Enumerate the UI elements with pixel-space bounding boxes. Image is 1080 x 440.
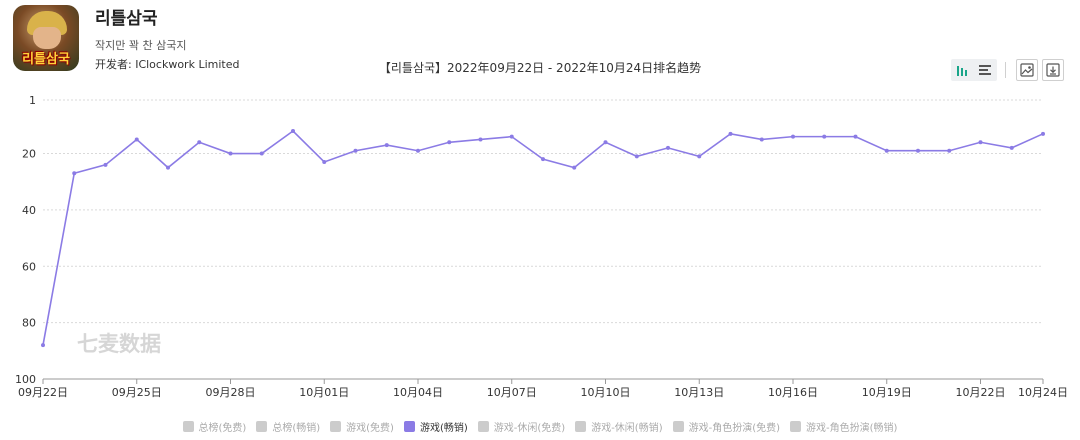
app-icon-logo-text: 리틀삼국 <box>22 52 70 67</box>
data-point <box>197 140 202 145</box>
data-point <box>509 134 514 139</box>
y-tick-label: 60 <box>22 260 36 273</box>
legend-swatch <box>672 421 684 432</box>
legend-swatch <box>256 421 268 432</box>
legend-label: 游戏-休闲(免费) <box>493 423 566 434</box>
x-tick-label: 09月22日 <box>18 386 68 399</box>
chart-grid <box>43 99 1043 380</box>
data-point <box>103 162 108 167</box>
data-point <box>666 145 670 150</box>
legend-label: 游戏-角色扮演(畅销) <box>806 423 898 434</box>
legend-label: 总榜(畅销) <box>272 423 321 434</box>
x-tick-label: 10月22日 <box>956 386 1006 399</box>
x-tick-label: 09月25日 <box>112 386 162 399</box>
app-title: 리틀삼국 <box>95 9 158 29</box>
legend-swatch <box>575 421 587 432</box>
data-point <box>41 343 45 348</box>
legend-label: 总榜(免费) <box>198 423 247 434</box>
app-subtitle: 작지만 꽉 찬 삼국지 <box>95 39 187 52</box>
y-tick-label: 20 <box>22 148 36 161</box>
legend-item[interactable]: 游戏(免费) <box>330 419 394 434</box>
data-point <box>697 154 702 159</box>
y-tick-label: 40 <box>22 204 36 217</box>
x-axis-ticks: 09月22日 09月25日 09月28日 10月01日 10月04日 10月07日 10月1… <box>18 379 1068 399</box>
list-icon[interactable] <box>975 60 995 80</box>
x-tick-label: 10月10日 <box>581 386 631 399</box>
toolbar-separator <box>1005 62 1006 78</box>
data-point <box>822 134 827 139</box>
legend-label: 游戏(畅销) <box>419 423 468 434</box>
data-point <box>447 140 452 145</box>
legend-item[interactable]: 游戏-休闲(免费) <box>477 419 566 434</box>
data-point <box>72 171 77 176</box>
data-point <box>759 137 764 142</box>
y-axis-ticks: 1 20 40 60 80 100 <box>15 94 36 386</box>
y-tick-label: 1 <box>29 94 36 107</box>
data-point <box>259 151 264 156</box>
legend-swatch <box>403 421 415 432</box>
x-tick-label: 10月01日 <box>299 386 349 399</box>
y-tick-label: 100 <box>15 373 36 386</box>
watermark: 七麦数据 <box>77 332 161 356</box>
legend-label: 游戏-角色扮演(免费) <box>688 423 781 434</box>
legend-label: 游戏-休闲(畅销) <box>591 423 663 434</box>
image-icon[interactable] <box>1016 59 1038 81</box>
data-point <box>322 160 327 164</box>
x-tick-label: 10月16日 <box>768 386 818 399</box>
legend-item[interactable]: 总榜(畅销) <box>256 419 320 434</box>
data-point <box>353 148 358 153</box>
data-point <box>134 137 139 142</box>
data-point <box>978 140 983 145</box>
x-tick-label: 10月19日 <box>862 386 912 399</box>
legend-swatch <box>182 421 194 432</box>
legend-label: 游戏(免费) <box>346 423 394 434</box>
x-tick-label: 10月24日 <box>1018 386 1068 399</box>
data-point <box>228 151 233 156</box>
data-point <box>884 148 889 153</box>
data-point <box>572 165 577 170</box>
chart-toolbar <box>951 58 1064 82</box>
data-point <box>634 154 639 159</box>
legend-item[interactable]: 游戏-角色扮演(畅销) <box>790 419 897 434</box>
data-point <box>1041 131 1045 136</box>
chart-series <box>41 129 1045 348</box>
download-icon[interactable] <box>1042 59 1064 81</box>
legend-swatch <box>477 421 489 432</box>
data-point <box>384 143 389 148</box>
data-point <box>416 148 420 153</box>
x-tick-label: 10月13日 <box>674 386 724 399</box>
data-point <box>541 157 545 162</box>
legend-item[interactable]: 游戏-休闲(畅销) <box>575 419 663 434</box>
data-point <box>728 131 733 136</box>
app-developer: 开发者: IClockwork Limited <box>95 58 240 71</box>
data-point <box>166 165 170 170</box>
data-point <box>603 140 608 145</box>
data-point <box>791 134 795 139</box>
series-line <box>42 129 1044 346</box>
legend-swatch <box>790 421 802 432</box>
view-toggle-group <box>951 59 997 81</box>
bar-chart-icon[interactable] <box>953 60 973 80</box>
data-point <box>853 134 858 139</box>
app-icon: 리틀삼국 <box>13 5 79 71</box>
data-point <box>916 148 920 153</box>
data-point <box>291 129 295 133</box>
data-point <box>947 148 952 153</box>
data-point <box>478 137 483 142</box>
data-point <box>1009 145 1014 150</box>
x-tick-label: 10月04日 <box>393 386 443 399</box>
legend-swatch <box>330 421 342 432</box>
chart-legend: 总榜(免费) 总榜(畅销) 游戏(免费) 游戏(畅销) 游戏-休闲(免费) 游戏-休闲(畅… <box>0 419 1080 434</box>
x-tick-label: 09月28日 <box>206 386 256 399</box>
legend-item[interactable]: 总榜(免费) <box>182 419 247 434</box>
app-icon-face <box>33 27 61 49</box>
y-tick-label: 80 <box>22 317 36 330</box>
chart-title: 【리틀삼국】2022年09月22日 - 2022年10月24日排名趋势 <box>378 61 702 75</box>
x-tick-label: 10月07日 <box>487 386 537 399</box>
legend-item[interactable]: 游戏-角色扮演(免费) <box>672 419 781 434</box>
legend-item[interactable]: 游戏(畅销) <box>403 419 468 434</box>
